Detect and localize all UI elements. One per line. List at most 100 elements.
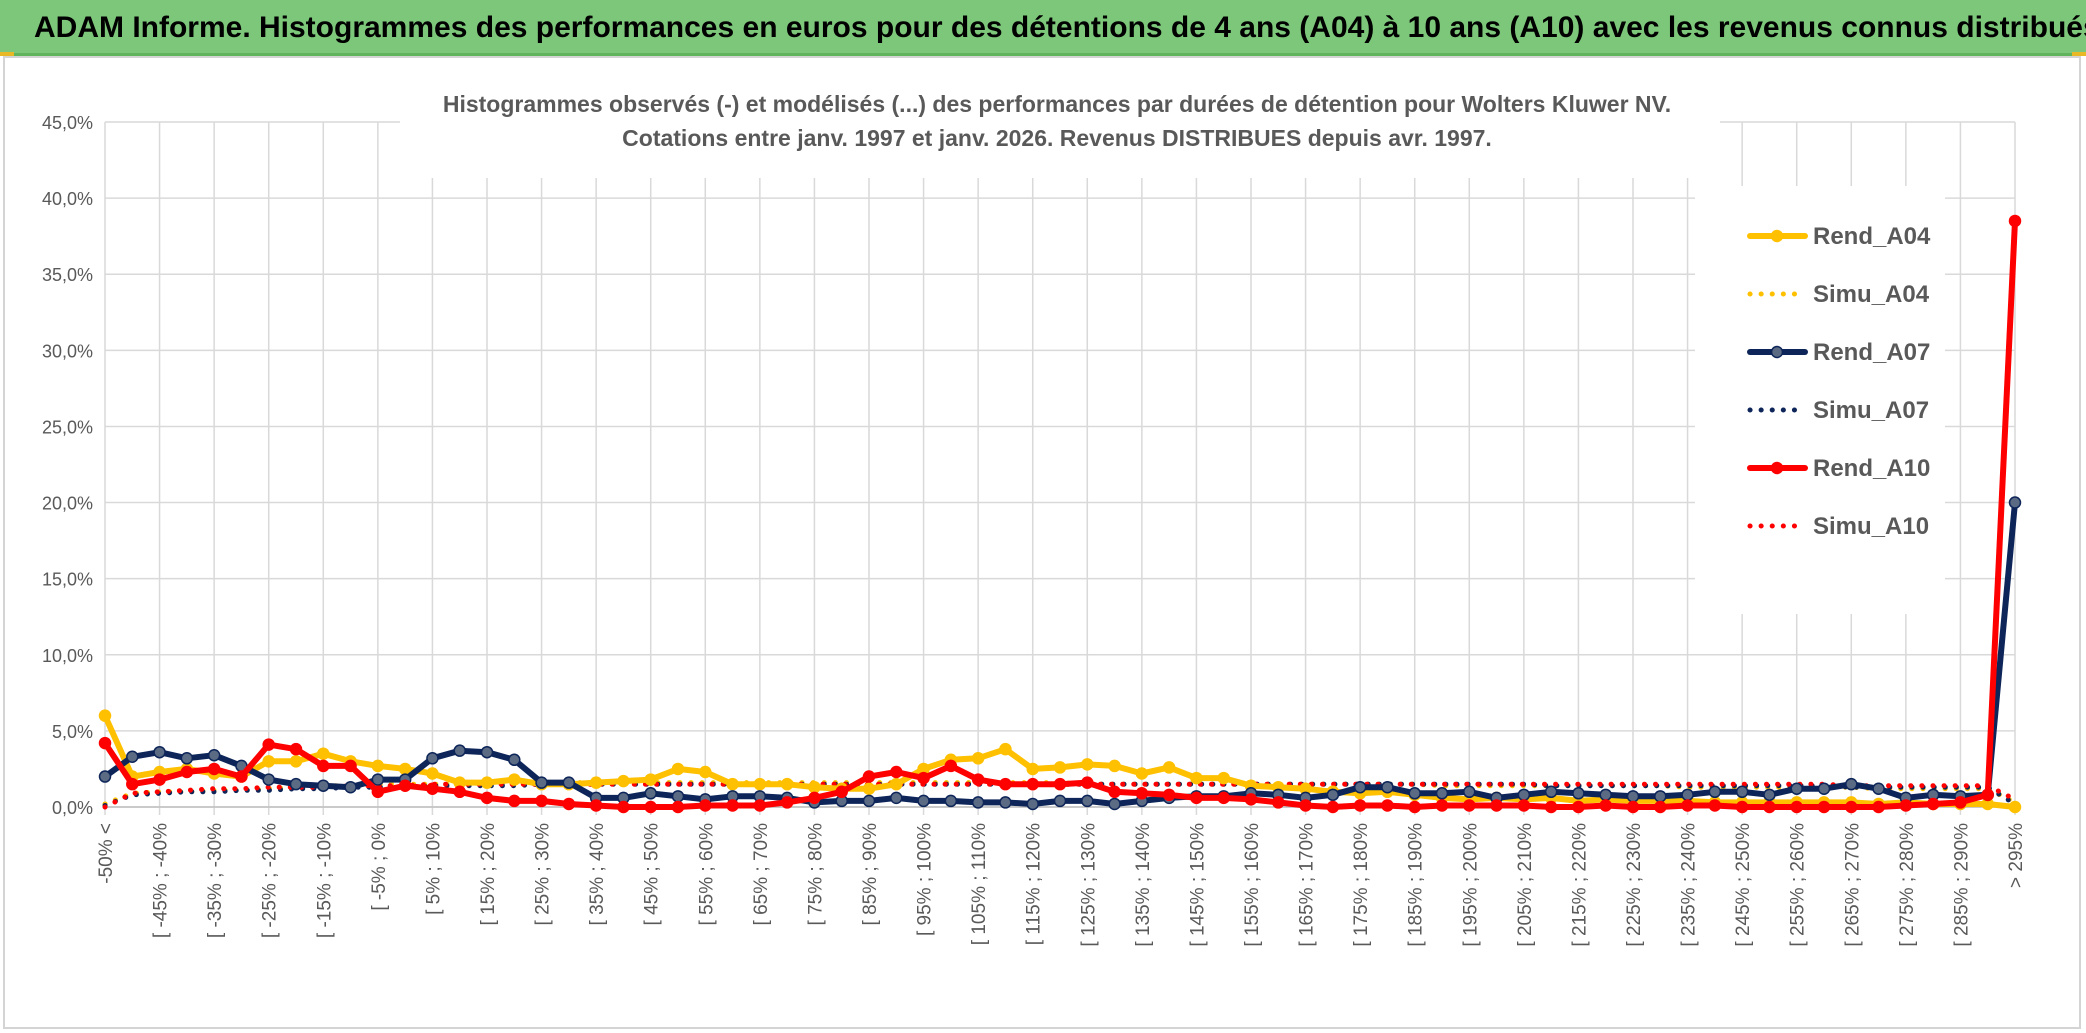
x-tick-label: [ 185% ; 190% — [1406, 823, 1427, 947]
data-point-rend-a10 — [398, 779, 412, 792]
data-point-rend-a10 — [699, 799, 712, 812]
x-tick-label: [ 145% ; 150% — [1187, 823, 1208, 947]
data-point-rend-a10 — [1108, 785, 1121, 799]
data-point-rend-a10 — [289, 742, 303, 756]
data-point-rend-a10 — [317, 759, 330, 773]
data-point-rend-a10 — [1817, 800, 1831, 814]
data-point-rend-a07 — [1408, 787, 1421, 800]
y-tick-label: 5,0% — [52, 722, 93, 742]
x-tick-label: [ 15% ; 20% — [478, 823, 499, 926]
y-tick-label: 35,0% — [42, 265, 93, 285]
data-point-rend-a07 — [917, 794, 930, 808]
data-point-rend-a10 — [1599, 799, 1612, 812]
data-point-rend-a07 — [1353, 780, 1367, 794]
data-point-rend-a07 — [535, 776, 548, 789]
x-tick-label: [ 255% ; 260% — [1788, 823, 1809, 947]
x-tick-label: [ -15% ; -10% — [314, 823, 335, 938]
data-point-rend-a04 — [1190, 771, 1203, 785]
data-point-rend-a07 — [1654, 790, 1667, 803]
data-point-rend-a07 — [98, 770, 112, 783]
data-point-rend-a07 — [862, 794, 876, 808]
title-background — [400, 86, 1720, 178]
x-tick-label: [ 245% ; 250% — [1733, 823, 1754, 947]
data-point-rend-a04 — [999, 742, 1012, 756]
data-point-rend-a04 — [971, 752, 985, 765]
axis-layer: 0,0% 5,0% 10,0% 15,0% 20,0% 25,0% 30,0% 35,0% 40… — [42, 113, 2027, 947]
data-point-rend-a04 — [2008, 800, 2022, 814]
data-point-rend-a04 — [1162, 761, 1176, 774]
data-point-rend-a10 — [835, 785, 848, 799]
data-point-rend-a10 — [1626, 800, 1640, 814]
data-point-rend-a10 — [617, 800, 630, 814]
x-tick-label: [ 195% ; 200% — [1460, 823, 1481, 947]
chart-svg: 0,0% 5,0% 10,0% 15,0% 20,0% 25,0% 30,0% 35,0% 40… — [42, 86, 2027, 947]
data-point-rend-a07 — [999, 796, 1012, 809]
data-point-rend-a10 — [480, 791, 494, 805]
x-tick-label: [ -45% ; -40% — [151, 823, 172, 938]
chart-title: Histogrammes observés (-) et modélisés (… — [443, 91, 1671, 117]
data-point-rend-a07 — [262, 773, 275, 786]
y-tick-label: 15,0% — [42, 570, 93, 590]
x-tick-label: [ 215% ; 220% — [1569, 823, 1590, 947]
series-layer — [98, 214, 2022, 814]
data-point-rend-a10 — [1408, 800, 1421, 814]
x-tick-label: [ 75% ; 80% — [805, 823, 826, 926]
data-point-rend-a07 — [1435, 787, 1449, 800]
data-point-rend-a10 — [780, 796, 794, 809]
data-point-rend-a07 — [2008, 496, 2022, 509]
data-point-rend-a07 — [1708, 785, 1722, 799]
data-point-rend-a10 — [1954, 796, 1967, 809]
data-point-rend-a10 — [1981, 788, 1994, 802]
data-point-rend-a04 — [726, 777, 739, 791]
data-point-rend-a10 — [1326, 800, 1340, 814]
data-point-rend-a04 — [644, 773, 657, 786]
data-point-rend-a10 — [589, 799, 603, 812]
corner-accent-right — [2072, 52, 2086, 56]
data-point-rend-a07 — [1026, 797, 1039, 811]
data-point-rend-a10 — [1435, 799, 1449, 812]
data-point-rend-a10 — [207, 762, 221, 776]
data-point-rend-a07 — [480, 745, 494, 759]
data-point-rend-a10 — [1872, 800, 1885, 814]
data-point-rend-a10 — [562, 797, 576, 811]
y-tick-label: 40,0% — [42, 189, 93, 209]
data-point-rend-a04 — [671, 762, 685, 776]
data-point-rend-a10 — [917, 771, 930, 785]
data-point-rend-a07 — [671, 790, 685, 803]
data-point-rend-a04 — [98, 709, 112, 722]
legend-label: Simu_A04 — [1813, 281, 1930, 308]
data-point-rend-a07 — [289, 777, 303, 791]
data-point-rend-a04 — [617, 774, 630, 788]
data-point-rend-a10 — [1053, 777, 1067, 791]
data-point-rend-a04 — [371, 759, 385, 773]
data-point-rend-a04 — [890, 777, 903, 791]
x-tick-label: [ 235% ; 240% — [1679, 823, 1700, 947]
data-point-rend-a10 — [1217, 791, 1230, 805]
data-point-rend-a10 — [1299, 799, 1312, 812]
x-tick-label: [ -25% ; -20% — [260, 823, 281, 938]
x-tick-label: [ 115% ; 120% — [1024, 823, 1045, 945]
data-point-rend-a07 — [1572, 787, 1585, 800]
y-tick-label: 0,0% — [52, 798, 93, 818]
data-point-rend-a07 — [1081, 794, 1094, 808]
legend-label: Rend_A07 — [1813, 339, 1930, 366]
x-tick-label: [ -35% ; -30% — [205, 823, 226, 938]
data-point-rend-a10 — [1926, 797, 1940, 811]
data-point-rend-a10 — [1162, 788, 1176, 802]
data-point-rend-a10 — [1353, 799, 1367, 812]
x-tick-label: > 295% — [2006, 823, 2027, 888]
data-point-rend-a07 — [1108, 797, 1121, 811]
data-point-rend-a07 — [1763, 788, 1776, 802]
data-point-rend-a10 — [535, 794, 548, 808]
data-point-rend-a07 — [1463, 785, 1476, 799]
legend: Rend_A04 Simu_A04 Rend_A07 Simu_A07 Rend_A10… — [1695, 186, 1945, 614]
data-point-rend-a07 — [1599, 788, 1612, 802]
data-point-rend-a07 — [1381, 780, 1394, 794]
legend-marker — [1770, 229, 1784, 243]
data-point-rend-a10 — [453, 785, 466, 799]
x-tick-label: [ 175% ; 180% — [1351, 823, 1372, 947]
y-tick-label: 25,0% — [42, 417, 93, 437]
data-point-rend-a10 — [371, 785, 385, 799]
data-point-rend-a04 — [808, 780, 821, 794]
